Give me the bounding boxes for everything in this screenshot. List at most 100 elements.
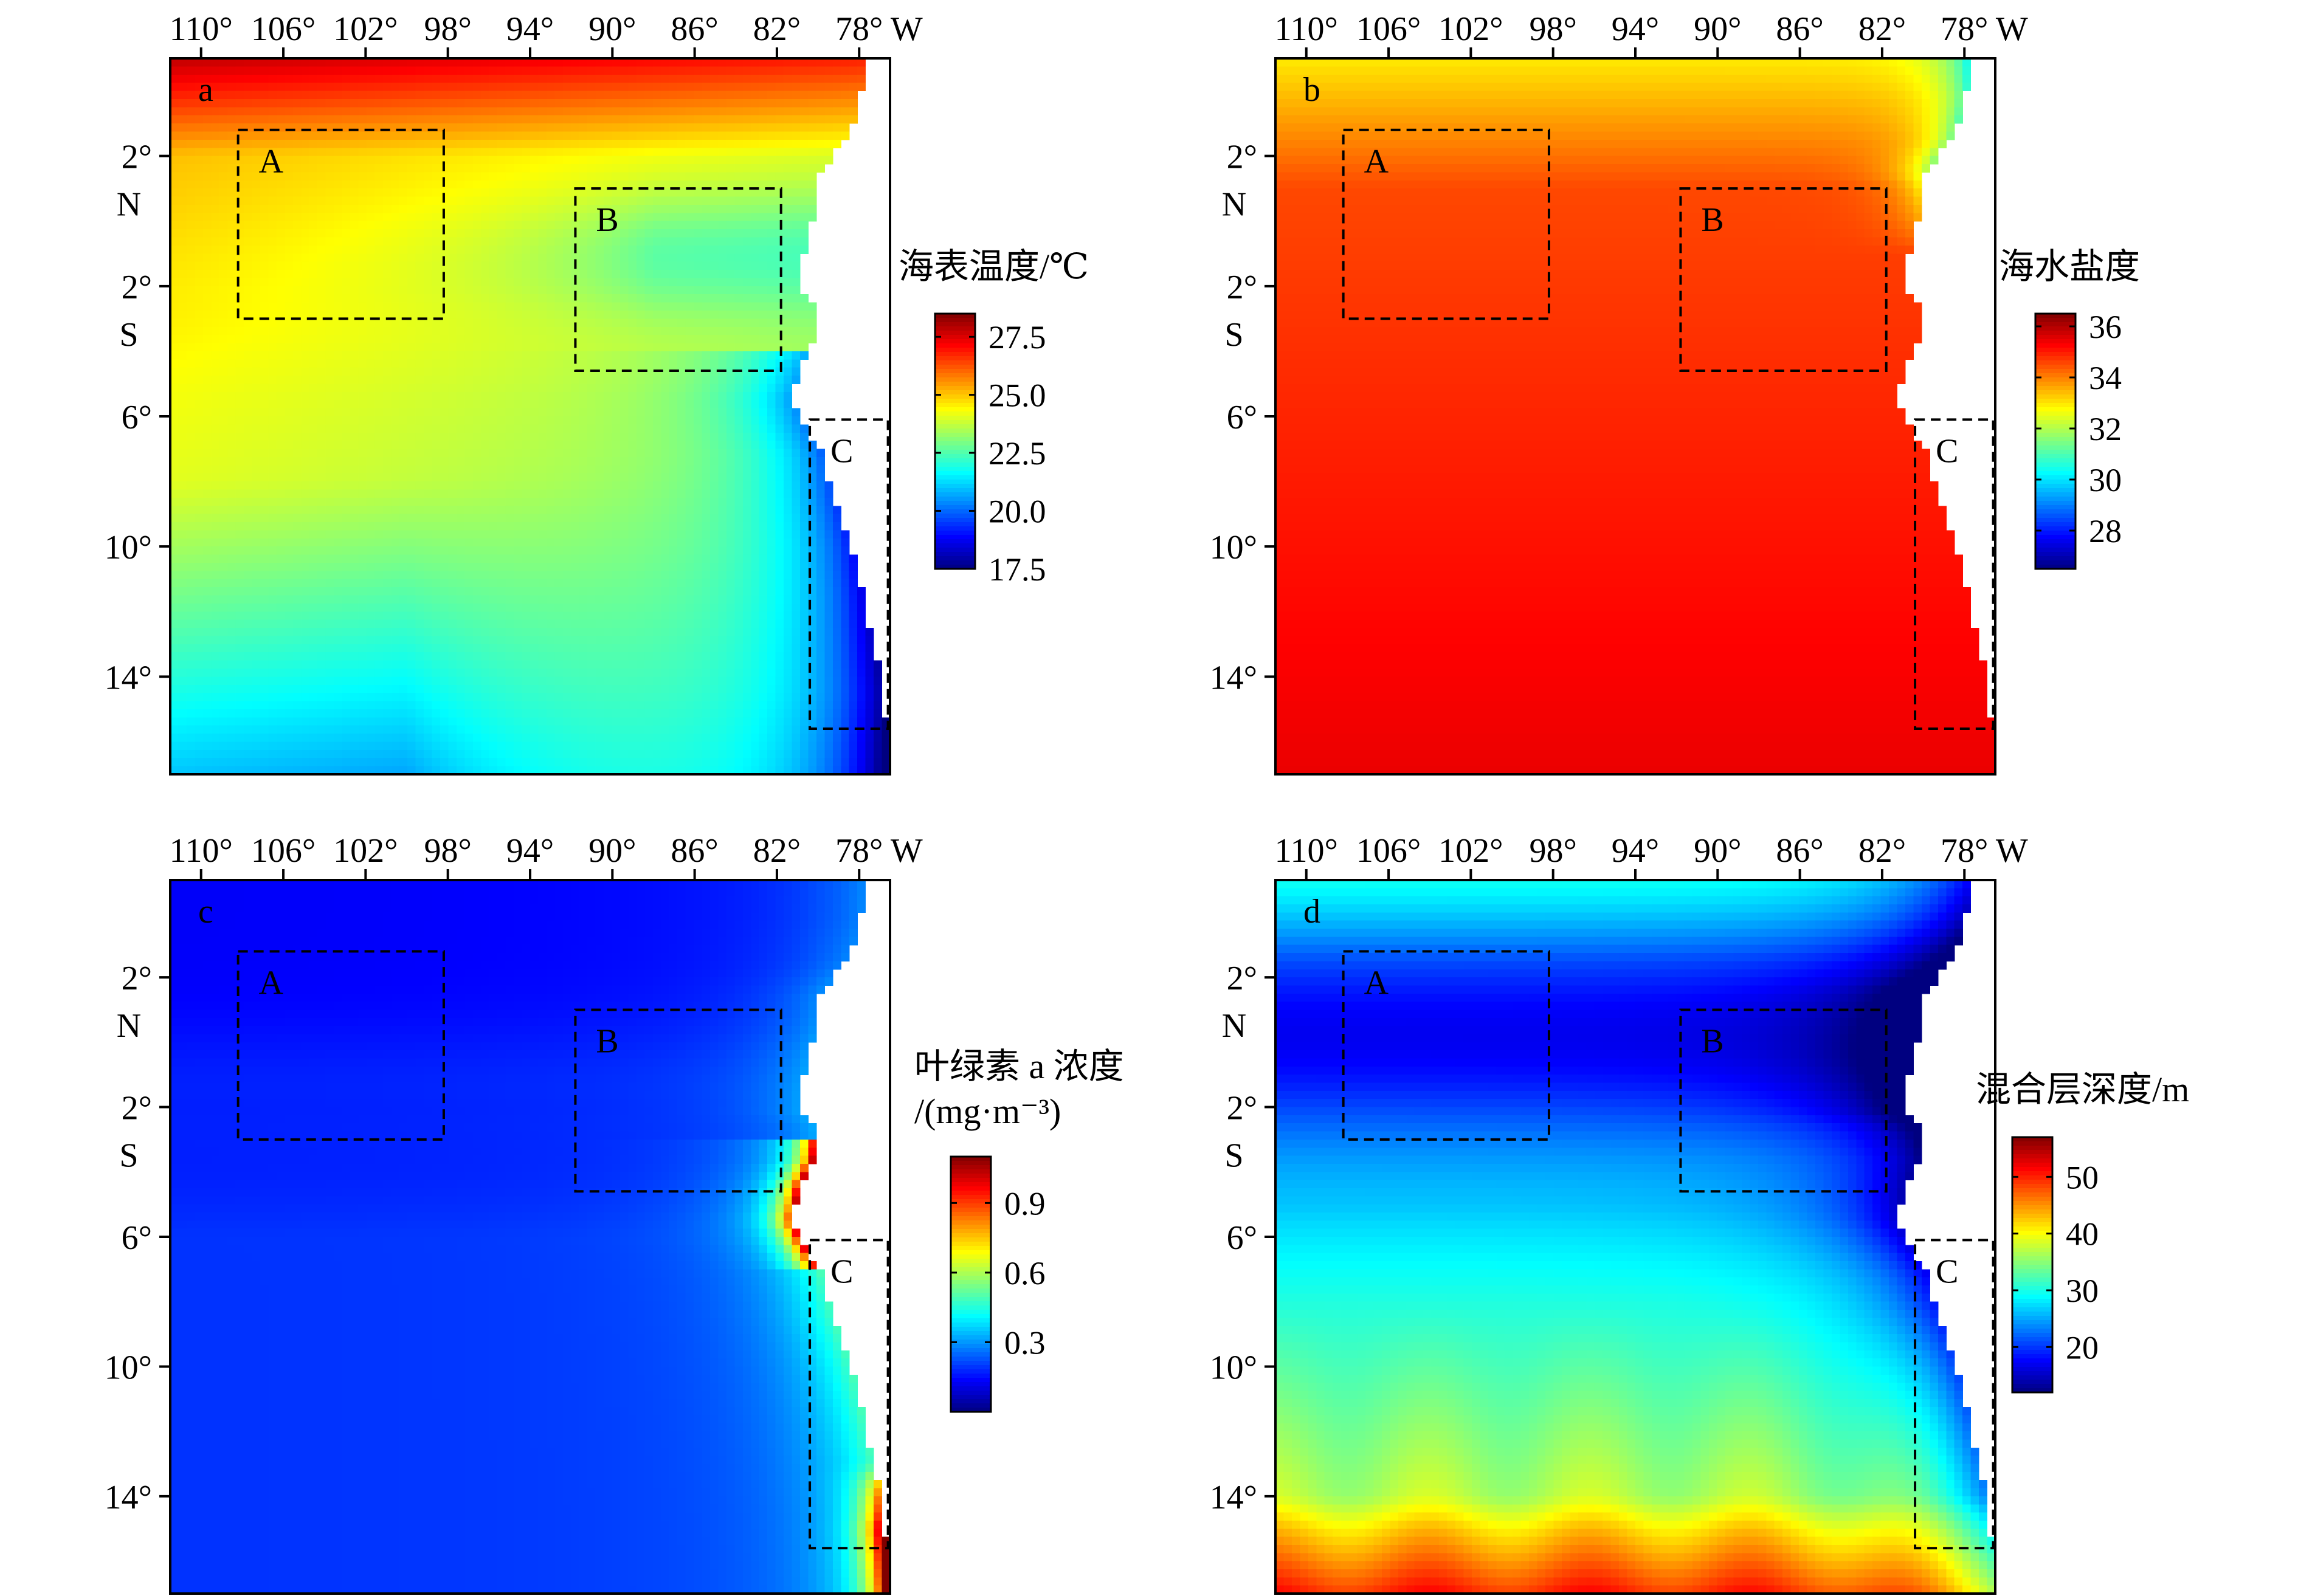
x-unit-label: W — [891, 10, 923, 48]
x-tick-label: 82° — [1858, 10, 1906, 48]
y-hemisphere-label: S — [1224, 1137, 1243, 1175]
y-hemisphere-label: S — [119, 316, 138, 354]
colorbar-tick-label: 36 — [2089, 309, 2122, 345]
x-tick-label: 102° — [1438, 10, 1503, 48]
y-tick-label: 14° — [1210, 659, 1257, 697]
y-tick-label: 2° — [122, 1090, 152, 1127]
y-tick-label: 2° — [1227, 139, 1257, 176]
colorbar-tick-label: 25.0 — [989, 377, 1046, 414]
panel-b: 110° 106° 102° 98° 94° 90° 86° 82° 78° W 2° N 2° S 6° 1… — [1210, 10, 2140, 776]
x-tick-label: 110° — [1275, 832, 1338, 870]
colorbar-tick-label: 0.9 — [1004, 1185, 1046, 1222]
x-tick-label: 78° — [835, 10, 883, 48]
colorbar-d: 50 40 30 20 混合层深度/m — [1976, 1070, 2189, 1394]
region-label-b: B — [596, 1022, 618, 1060]
y-tick-label: 2° — [122, 139, 152, 176]
x-tick-label: 106° — [1356, 832, 1421, 870]
x-tick-label: 86° — [1776, 832, 1823, 870]
region-box-c — [809, 1239, 889, 1550]
x-tick-label: 110° — [1275, 10, 1338, 48]
x-tick-label: 78° — [1941, 10, 1988, 48]
x-tick-label: 102° — [333, 832, 398, 870]
colorbar-title: 海水盐度 — [1999, 247, 2140, 286]
panel-label: d — [1303, 893, 1320, 930]
x-tick-label: 106° — [251, 832, 316, 870]
colorbar-tick-label: 30 — [2066, 1273, 2099, 1309]
y-hemisphere-label: S — [1224, 316, 1243, 354]
colorbar-title: 叶绿素 a 浓度 — [914, 1047, 1124, 1086]
region-box-c — [809, 418, 889, 731]
y-tick-label: 14° — [105, 1479, 152, 1516]
region-box-a — [1342, 950, 1550, 1141]
colorbar-tick-label: 40 — [2066, 1216, 2099, 1253]
x-tick-label: 98° — [1529, 10, 1576, 48]
region-label-b: B — [1701, 1022, 1723, 1060]
region-box-a — [236, 128, 445, 320]
colorbar-tick-label: 27.5 — [989, 319, 1046, 356]
x-tick-label: 110° — [170, 10, 233, 48]
x-unit-label: W — [891, 832, 923, 870]
colorbar-b: 36 34 32 30 28 海水盐度 — [1999, 247, 2140, 570]
colorbar-title: 混合层深度/m — [1976, 1070, 2189, 1109]
y-tick-label: 6° — [122, 399, 152, 436]
colorbar-tick-label: 50 — [2066, 1159, 2099, 1195]
y-hemisphere-label: N — [117, 186, 141, 224]
x-tick-label: 90° — [588, 832, 636, 870]
colorbar-tick-label: 34 — [2089, 360, 2122, 396]
y-tick-label: 14° — [105, 659, 152, 697]
x-unit-label: W — [1996, 10, 2028, 48]
colorbar-tick-label: 17.5 — [989, 551, 1046, 588]
region-box-b — [1679, 1008, 1888, 1193]
y-tick-label: 2° — [1227, 960, 1257, 997]
y-tick-label: 10° — [105, 529, 152, 566]
y-tick-label: 10° — [1210, 529, 1257, 566]
panel-label: a — [198, 71, 213, 109]
region-label-c: C — [1936, 432, 1958, 470]
field-raster-a — [170, 58, 891, 775]
panel-d: 110° 106° 102° 98° 94° 90° 86° 82° 78° W 2° N 2° S 6° 1… — [1210, 832, 2189, 1595]
panel-c: 110° 106° 102° 98° 94° 90° 86° 82° 78° W 2° N 2° S 6° 1… — [105, 832, 1124, 1595]
y-hemisphere-label: S — [119, 1137, 138, 1175]
colorbar-tick-label: 0.6 — [1004, 1255, 1046, 1292]
y-tick-label: 2° — [122, 960, 152, 997]
x-tick-label: 110° — [170, 832, 233, 870]
region-label-a: A — [1364, 143, 1389, 181]
colorbar-tick-label: 32 — [2089, 411, 2122, 447]
colorbar-tick-label: 20 — [2066, 1329, 2099, 1366]
region-label-c: C — [830, 432, 853, 470]
x-tick-label: 94° — [1612, 10, 1659, 48]
region-label-a: A — [1364, 964, 1389, 1002]
region-label-b: B — [596, 201, 618, 239]
region-label-b: B — [1701, 201, 1723, 239]
x-tick-label: 98° — [1529, 832, 1576, 870]
y-tick-label: 6° — [122, 1219, 152, 1257]
y-hemisphere-label: N — [1222, 186, 1246, 224]
field-raster-c — [170, 880, 891, 1594]
colorbar-frame — [2034, 312, 2077, 570]
region-box-c — [1914, 1239, 1995, 1550]
y-tick-label: 2° — [122, 269, 152, 306]
field-raster-d — [1275, 880, 1996, 1594]
x-tick-label: 86° — [671, 832, 718, 870]
panel-label: b — [1303, 71, 1320, 109]
y-tick-label: 6° — [1227, 1219, 1257, 1257]
colorbar-c: 0.9 0.6 0.3 叶绿素 a 浓度 /(mg·m⁻³) — [914, 1047, 1124, 1413]
region-box-a — [1342, 128, 1550, 320]
region-box-b — [574, 187, 782, 373]
panel-label: c — [198, 893, 213, 930]
colorbar-a: 27.5 25.0 22.5 20.0 17.5 海表温度/℃ — [899, 247, 1089, 588]
x-tick-label: 86° — [671, 10, 718, 48]
region-label-a: A — [259, 143, 284, 181]
region-label-a: A — [259, 964, 284, 1002]
y-tick-label: 2° — [1227, 1090, 1257, 1127]
x-tick-label: 86° — [1776, 10, 1823, 48]
x-tick-label: 82° — [753, 832, 801, 870]
y-tick-label: 2° — [1227, 269, 1257, 306]
colorbar-tick-label: 0.3 — [1004, 1324, 1046, 1361]
y-tick-label: 6° — [1227, 399, 1257, 436]
y-hemisphere-label: N — [1222, 1007, 1246, 1045]
colorbar-tick-label: 22.5 — [989, 435, 1046, 472]
colorbar-title: /(mg·m⁻³) — [914, 1092, 1061, 1131]
x-tick-label: 78° — [1941, 832, 1988, 870]
